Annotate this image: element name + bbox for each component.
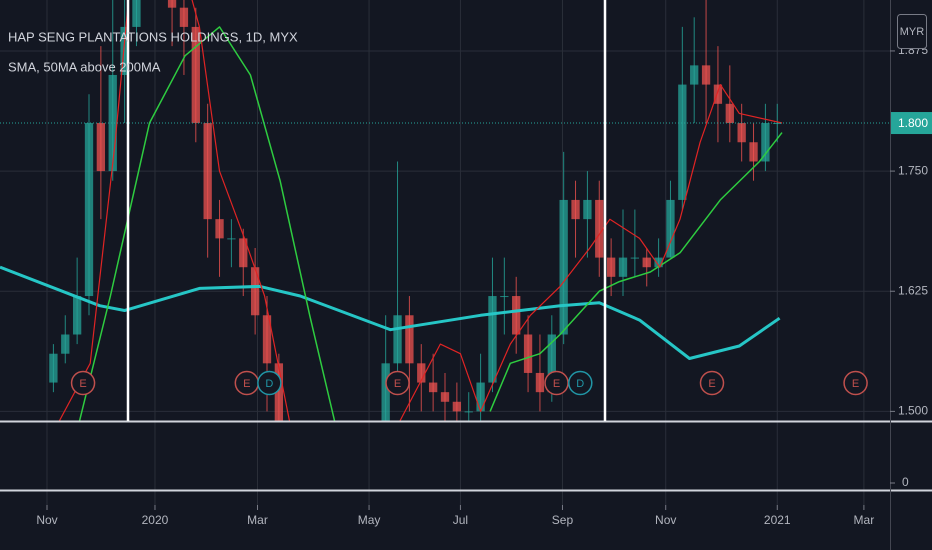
event-label: E: [79, 378, 86, 390]
x-tick-label: 2020: [142, 513, 169, 527]
x-tick-label: May: [358, 513, 381, 527]
event-marker: [70, 370, 96, 396]
candle-body: [393, 315, 402, 364]
candle-body: [583, 199, 592, 220]
candle-body: [737, 123, 746, 143]
y-tick-label: 0: [902, 475, 909, 489]
candle-body: [440, 392, 450, 402]
candle-body: [215, 219, 224, 239]
candle-body: [630, 257, 640, 259]
event-marker: [843, 370, 868, 396]
event-label: E: [243, 378, 250, 390]
candle-body: [595, 199, 604, 258]
candle-body: [167, 0, 177, 8]
moving-average-line: [0, 265, 781, 360]
candle-body: [749, 142, 758, 162]
last-price-label: 1.800: [898, 116, 928, 130]
x-tick-label: Sep: [552, 513, 574, 527]
candle-body: [72, 296, 82, 335]
candle-body: [512, 296, 521, 335]
event-label: E: [553, 378, 560, 390]
event-marker: [699, 370, 725, 396]
candle-body: [108, 74, 117, 172]
event-label: E: [708, 378, 715, 390]
event-marker: [257, 370, 282, 396]
candle-body: [690, 65, 699, 85]
moving-average-line: [78, 26, 783, 421]
candle-body: [120, 26, 129, 75]
indicator-legend: SMA, 50MA above 200MA: [8, 59, 161, 74]
x-tick-label: Jul: [453, 513, 468, 527]
candle-body: [725, 103, 734, 124]
event-marker: [385, 370, 410, 396]
x-tick-label: Mar: [854, 513, 875, 527]
candle-body: [179, 7, 189, 27]
last-price-box: [891, 112, 932, 135]
chart-title: HAP SENG PLANTATIONS HOLDINGS, 1D, MYX: [8, 29, 298, 44]
candle-body: [417, 363, 426, 383]
x-tick-label: Nov: [36, 513, 57, 527]
candle-body: [606, 257, 616, 277]
candle-body: [523, 334, 533, 373]
y-tick-label: 1.750: [898, 163, 928, 177]
candle-body: [654, 257, 663, 268]
event-label: D: [576, 378, 584, 390]
candle-body: [476, 382, 485, 412]
candle-body: [239, 238, 248, 268]
candle-body: [84, 123, 94, 297]
candle-body: [618, 257, 628, 277]
candle-body: [547, 334, 556, 393]
y-tick-label: 1.625: [898, 283, 928, 297]
candle-body: [191, 26, 200, 124]
moving-average-line: [58, 0, 783, 421]
currency-label[interactable]: MYR: [900, 26, 925, 38]
event-label: E: [394, 378, 401, 390]
event-label: E: [852, 378, 859, 390]
candle-body: [381, 363, 390, 421]
candle-body: [61, 334, 70, 354]
candle-body: [678, 84, 687, 200]
candle-body: [227, 238, 236, 240]
x-tick-label: 2021: [764, 513, 791, 527]
candle-body: [713, 84, 723, 104]
candle-body: [274, 363, 284, 421]
candle-body: [666, 199, 675, 258]
candle-body: [761, 123, 770, 162]
x-tick-label: Nov: [655, 513, 676, 527]
currency-button[interactable]: [897, 14, 927, 49]
candle-body: [203, 123, 212, 220]
candle-body: [250, 267, 260, 316]
event-marker: [568, 370, 593, 396]
candle-body: [262, 315, 272, 364]
candle-body: [535, 372, 545, 393]
candle-body: [500, 296, 509, 298]
x-tick-label: Mar: [247, 513, 268, 527]
candle-body: [488, 296, 497, 383]
candle-body: [559, 199, 568, 335]
candle-body: [571, 199, 580, 220]
candle-body: [701, 65, 711, 85]
candle-body: [405, 315, 414, 364]
candle-body: [464, 411, 473, 413]
candle-body: [428, 382, 438, 393]
candle-body: [452, 401, 462, 412]
candle-body: [132, 0, 141, 27]
event-label: D: [265, 378, 273, 390]
candle-body: [96, 123, 106, 172]
candle-body: [49, 353, 58, 383]
y-tick-label: 1.500: [898, 404, 928, 418]
candle-body: [642, 257, 651, 268]
